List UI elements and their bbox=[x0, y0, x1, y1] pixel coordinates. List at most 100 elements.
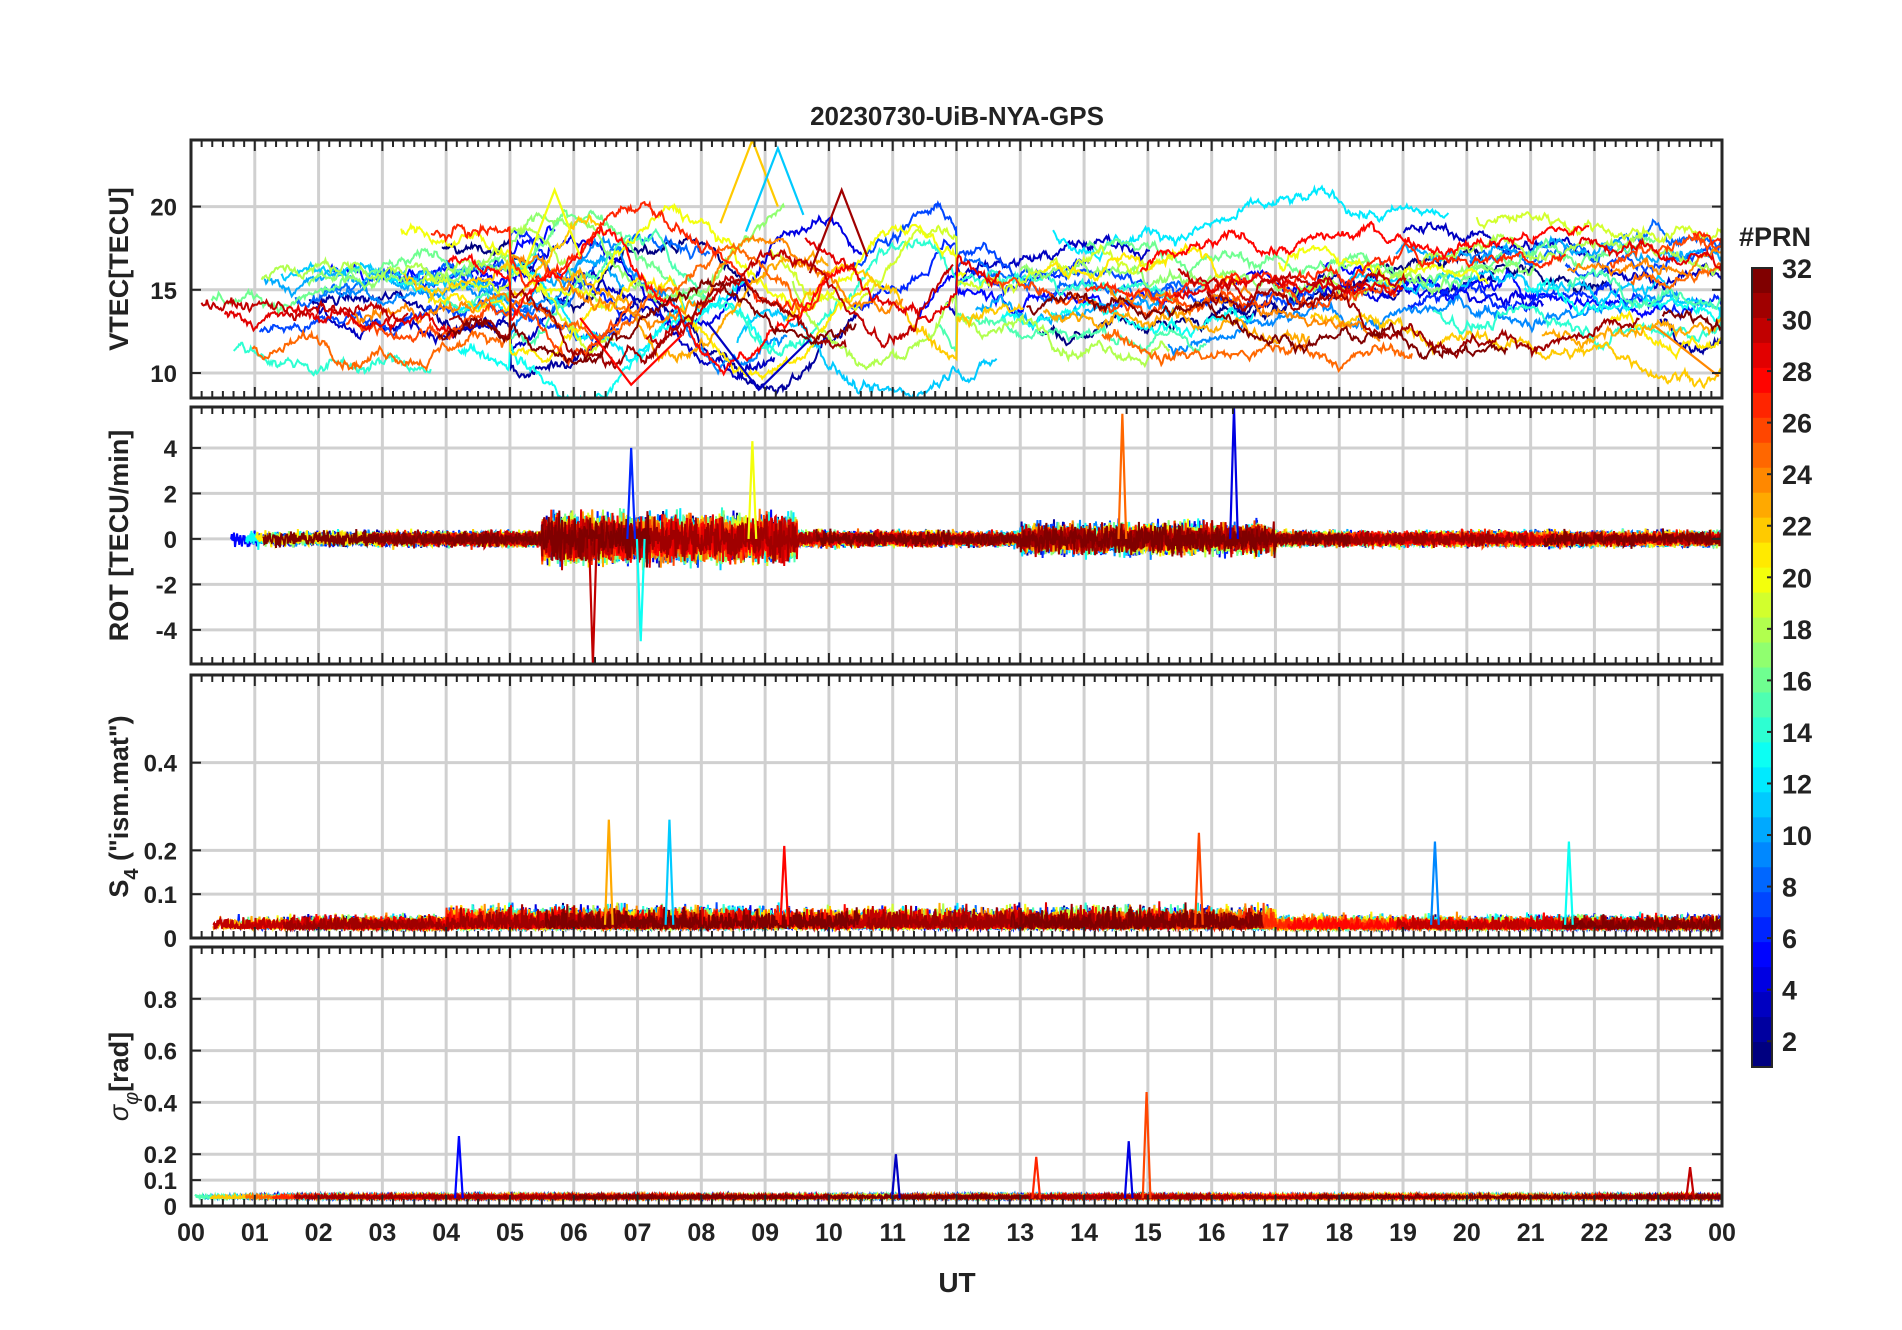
series-prn-3 bbox=[1402, 221, 1722, 291]
feature-min-prn-28 bbox=[579, 317, 683, 387]
colorbar-segment bbox=[1752, 567, 1772, 594]
feature-spike-prn-13 bbox=[635, 538, 646, 642]
x-tick-label: 08 bbox=[687, 1219, 715, 1247]
colorbar-tick-label: 16 bbox=[1782, 666, 1812, 696]
colorbar-segment bbox=[1752, 967, 1772, 993]
colorbar-segment bbox=[1752, 268, 1772, 294]
feature-spike-prn-4 bbox=[1123, 1141, 1134, 1199]
x-tick-label: 19 bbox=[1389, 1219, 1417, 1247]
x-tick-label: 10 bbox=[815, 1219, 843, 1247]
series-group-s4 bbox=[212, 819, 1722, 934]
y-tick-label: 0.2 bbox=[144, 838, 177, 865]
x-tick-label: 15 bbox=[1134, 1219, 1162, 1247]
colorbar-tick-label: 6 bbox=[1782, 924, 1797, 954]
x-tick-label: 04 bbox=[432, 1219, 460, 1247]
panel-s4: 0 0.1 0.2 0.4S4 ("ism.mat") bbox=[104, 673, 1724, 953]
feature-spike-prn-30 bbox=[587, 538, 598, 664]
series-prn-32 bbox=[1543, 528, 1722, 550]
series-prn-25 bbox=[251, 241, 801, 372]
series-prn-19 bbox=[1475, 211, 1722, 245]
feature-min-prn-3 bbox=[706, 322, 811, 392]
series-prn-15 bbox=[1566, 267, 1722, 311]
series-prn-4 bbox=[1230, 269, 1545, 309]
series-prn-30 bbox=[1177, 268, 1407, 303]
colorbar-segment bbox=[1752, 917, 1772, 943]
series-group-rot bbox=[229, 407, 1722, 664]
feature-spike-prn-30 bbox=[1685, 1167, 1696, 1199]
colorbar-tick-label: 22 bbox=[1782, 512, 1812, 542]
series-group-sigma_phi bbox=[194, 1092, 1722, 1203]
series-prn-27 bbox=[430, 200, 831, 313]
series-prn-29 bbox=[223, 302, 458, 340]
series-prn-32 bbox=[437, 276, 857, 366]
feature-peak-prn-31 bbox=[808, 186, 869, 274]
colorbar-tick-label: 12 bbox=[1782, 769, 1812, 799]
series-prn-31 bbox=[448, 276, 847, 370]
y-tick-label: 0.2 bbox=[144, 1142, 177, 1169]
x-tick-label: 00 bbox=[177, 1219, 205, 1247]
x-tick-label: 23 bbox=[1644, 1219, 1672, 1247]
series-prn-32 bbox=[544, 906, 861, 933]
series-prn-23 bbox=[560, 249, 829, 364]
y-tick-label: 10 bbox=[150, 361, 177, 388]
colorbar-segment bbox=[1752, 542, 1772, 569]
series-prn-26 bbox=[345, 299, 633, 367]
x-tick-label: 03 bbox=[368, 1219, 396, 1247]
colorbar-segment bbox=[1752, 492, 1772, 519]
colorbar-segment bbox=[1752, 792, 1772, 818]
series-prn-15 bbox=[938, 312, 1207, 353]
x-tick-label: 09 bbox=[751, 1219, 779, 1247]
series-prn-12 bbox=[1052, 184, 1450, 263]
x-tick-label: 17 bbox=[1262, 1219, 1290, 1247]
feature-peak-prn-22 bbox=[719, 140, 779, 224]
x-tick-label: 06 bbox=[560, 1219, 588, 1247]
series-prn-28 bbox=[447, 225, 855, 377]
series-prn-32 bbox=[1318, 1190, 1722, 1202]
series-prn-28 bbox=[1139, 220, 1590, 273]
y-axis-label-rot: ROT [TECU/min] bbox=[104, 430, 134, 641]
colorbar-segment bbox=[1752, 742, 1772, 768]
colorbar-segment bbox=[1752, 592, 1772, 619]
series-prn-20 bbox=[400, 202, 967, 318]
series-prn-22 bbox=[403, 213, 607, 303]
series-prn-13 bbox=[1000, 298, 1254, 339]
series-prn-13 bbox=[1523, 277, 1722, 323]
feature-spike-prn-4 bbox=[1229, 407, 1239, 539]
series-prn-11 bbox=[736, 307, 998, 398]
series-prn-32 bbox=[572, 1191, 1030, 1202]
series-prn-27 bbox=[1084, 240, 1567, 305]
feature-spike-prn-26 bbox=[1141, 1092, 1152, 1199]
feature-spike-prn-23 bbox=[603, 819, 614, 925]
x-tick-label: 11 bbox=[879, 1219, 906, 1247]
colorbar-tick-label: 14 bbox=[1782, 718, 1812, 748]
feature-spike-prn-25 bbox=[1117, 413, 1128, 539]
x-tick-label: 16 bbox=[1198, 1219, 1226, 1247]
series-prn-29 bbox=[1173, 273, 1404, 301]
colorbar-tick-label: 32 bbox=[1782, 254, 1812, 284]
colorbar-segment bbox=[1752, 1042, 1772, 1068]
series-prn-11 bbox=[1348, 269, 1722, 317]
colorbar-segment bbox=[1752, 292, 1772, 319]
colorbar-label: #PRN bbox=[1739, 222, 1811, 252]
x-tick-label: 20 bbox=[1453, 1219, 1481, 1247]
y-tick-label: -4 bbox=[156, 618, 178, 645]
x-tick-label: 07 bbox=[624, 1219, 652, 1247]
colorbar-segment bbox=[1752, 692, 1772, 718]
colorbar-segment bbox=[1752, 517, 1772, 544]
colorbar-segment bbox=[1752, 392, 1772, 419]
y-axis-label-sigma_phi: σφ[rad] bbox=[104, 1032, 143, 1121]
y-axis-label-vtec: VTEC[TECU] bbox=[104, 187, 134, 351]
x-tick-label: 05 bbox=[496, 1219, 524, 1247]
series-prn-32 bbox=[1009, 902, 1263, 932]
series-prn-21 bbox=[1043, 242, 1243, 286]
colorbar-tick-label: 30 bbox=[1782, 306, 1812, 336]
y-tick-label: 0.1 bbox=[144, 1168, 177, 1195]
colorbar-segment bbox=[1752, 642, 1772, 668]
feature-end-prn-24 bbox=[1654, 325, 1720, 378]
colorbar-segment bbox=[1752, 867, 1772, 893]
x-tick-label: 18 bbox=[1325, 1219, 1353, 1247]
series-prn-19 bbox=[769, 224, 1175, 312]
colorbar-segment bbox=[1752, 617, 1772, 644]
x-tick-label: 02 bbox=[305, 1219, 333, 1247]
